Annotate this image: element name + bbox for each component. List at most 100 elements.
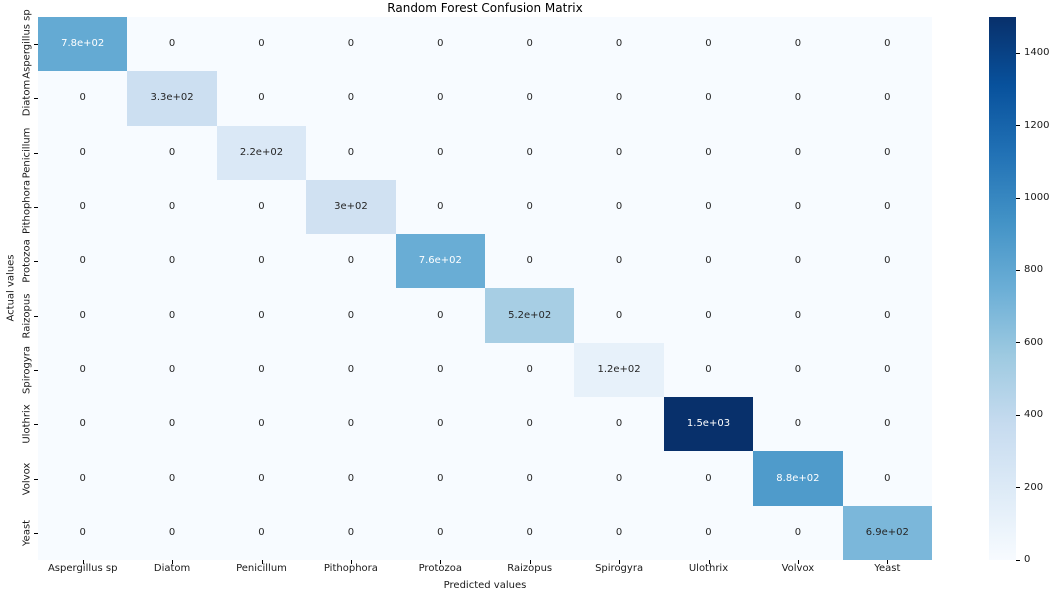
heatmap-cell: 0 [216,288,307,343]
y-tick-label: Protozoa [21,239,33,284]
heatmap-cell: 0 [395,71,485,126]
heatmap-cell: 0 [753,234,843,289]
heatmap-cell: 5.2e+02 [485,288,575,343]
heatmap-cell: 0 [216,397,307,452]
heatmap-cell: 0 [38,125,128,180]
heatmap-cell: 0 [842,397,932,452]
colorbar-tick-label: 800 [1024,264,1044,276]
heatmap-cell: 0 [753,288,843,343]
y-tick-mark [34,315,38,317]
heatmap-cell: 0 [485,17,575,72]
heatmap-cell: 0 [306,17,396,72]
y-tick-mark [34,261,38,263]
colorbar-tick-label: 600 [1024,336,1044,348]
heatmap-cell: 2.2e+02 [216,125,307,180]
heatmap-cell: 0 [395,342,485,398]
heatmap-cell: 0 [574,288,664,343]
x-tick-mark [261,560,263,564]
colorbar-tick-label: 200 [1024,481,1044,493]
colorbar-tick-mark [1016,125,1020,127]
heatmap-cell: 0 [753,71,843,126]
heatmap-cell: 0 [216,71,307,126]
heatmap-cell: 0 [395,288,485,343]
heatmap-cell: 0 [485,342,575,398]
heatmap-cell: 0 [127,451,217,506]
heatmap-cell: 0 [127,505,217,560]
heatmap-cell: 0 [485,397,575,452]
heatmap-cell: 0 [753,179,843,235]
heatmap-cell: 0 [216,179,307,235]
colorbar-tick-mark [1016,52,1020,54]
x-tick-mark [172,560,174,564]
x-tick-label: Protozoa [418,563,462,574]
y-tick-mark [34,207,38,209]
heatmap-cell: 0 [216,342,307,398]
heatmap-cell: 7.6e+02 [395,234,485,289]
heatmap-cell: 0 [395,505,485,560]
y-tick-mark [34,424,38,426]
heatmap-cell: 0 [38,505,128,560]
heatmap-cell: 0 [216,505,307,560]
colorbar-tick-mark [1016,197,1020,199]
heatmap-cell: 0 [574,179,664,235]
heatmap-cell: 0 [842,71,932,126]
heatmap-cell: 0 [306,288,396,343]
heatmap-cell: 0 [127,17,217,72]
y-tick-mark [34,152,38,154]
x-tick-label: Diatom [153,563,191,574]
heatmap-cell: 0 [395,17,485,72]
heatmap-cell: 1.2e+02 [574,342,664,398]
x-tick-label: Aspergillus sp [47,563,118,574]
heatmap-cell: 0 [485,179,575,235]
heatmap-cell: 0 [38,234,128,289]
x-tick-label: Penicillum [236,563,287,574]
heatmap-cell: 0 [842,234,932,289]
colorbar-tick-label: 1400 [1024,47,1050,59]
y-tick-label: Diatom [21,80,33,117]
heatmap-cell: 0 [574,451,664,506]
heatmap-cell: 0 [663,505,754,560]
heatmap-cell: 0 [216,17,307,72]
colorbar-tick-mark [1016,487,1020,489]
heatmap-cell: 0 [485,71,575,126]
heatmap-cell: 0 [574,397,664,452]
heatmap-cell: 0 [574,234,664,289]
heatmap-cell: 0 [395,125,485,180]
heatmap-cell: 0 [753,17,843,72]
x-tick-label: Spirogyra [595,563,644,574]
heatmap-cell: 0 [574,125,664,180]
heatmap-cell: 0 [842,125,932,180]
heatmap-cell: 0 [485,234,575,289]
x-tick-mark [619,560,621,564]
x-tick-mark [350,560,352,564]
heatmap-cell: 0 [38,71,128,126]
heatmap-cell: 0 [127,234,217,289]
heatmap-cell: 3e+02 [306,179,396,235]
heatmap-cell: 0 [306,234,396,289]
heatmap-cell: 0 [574,17,664,72]
heatmap-cell: 0 [127,397,217,452]
heatmap-cell: 0 [395,179,485,235]
colorbar-gradient [989,17,1016,560]
x-tick-mark [529,560,531,564]
x-tick-label: Raizopus [507,563,553,574]
heatmap-cell: 0 [38,342,128,398]
y-tick-label: Pithophora [21,180,33,235]
heatmap-cell: 0 [127,342,217,398]
y-tick-label: Penicillum [21,127,33,179]
colorbar-tick-label: 0 [1024,554,1031,565]
y-tick-mark [34,532,38,534]
chart-title: Random Forest Confusion Matrix [387,1,583,15]
heatmap-cell: 6.9e+02 [842,505,932,560]
heatmap-cell: 0 [38,179,128,235]
heatmap-cell: 0 [574,71,664,126]
x-tick-mark [887,560,889,564]
heatmap-cell: 0 [842,17,932,72]
heatmap-cell: 0 [127,179,217,235]
heatmap-grid: 7.8e+02 0 0 0 0 0 0 0 0 0 0 3.3e+02 0 0 0 0 0 0 0 0 0 0 2.2e+0… [38,17,932,560]
heatmap-cell: 0 [306,125,396,180]
y-tick-mark [34,98,38,100]
x-tick-mark [440,560,442,564]
x-tick-mark [797,560,799,564]
